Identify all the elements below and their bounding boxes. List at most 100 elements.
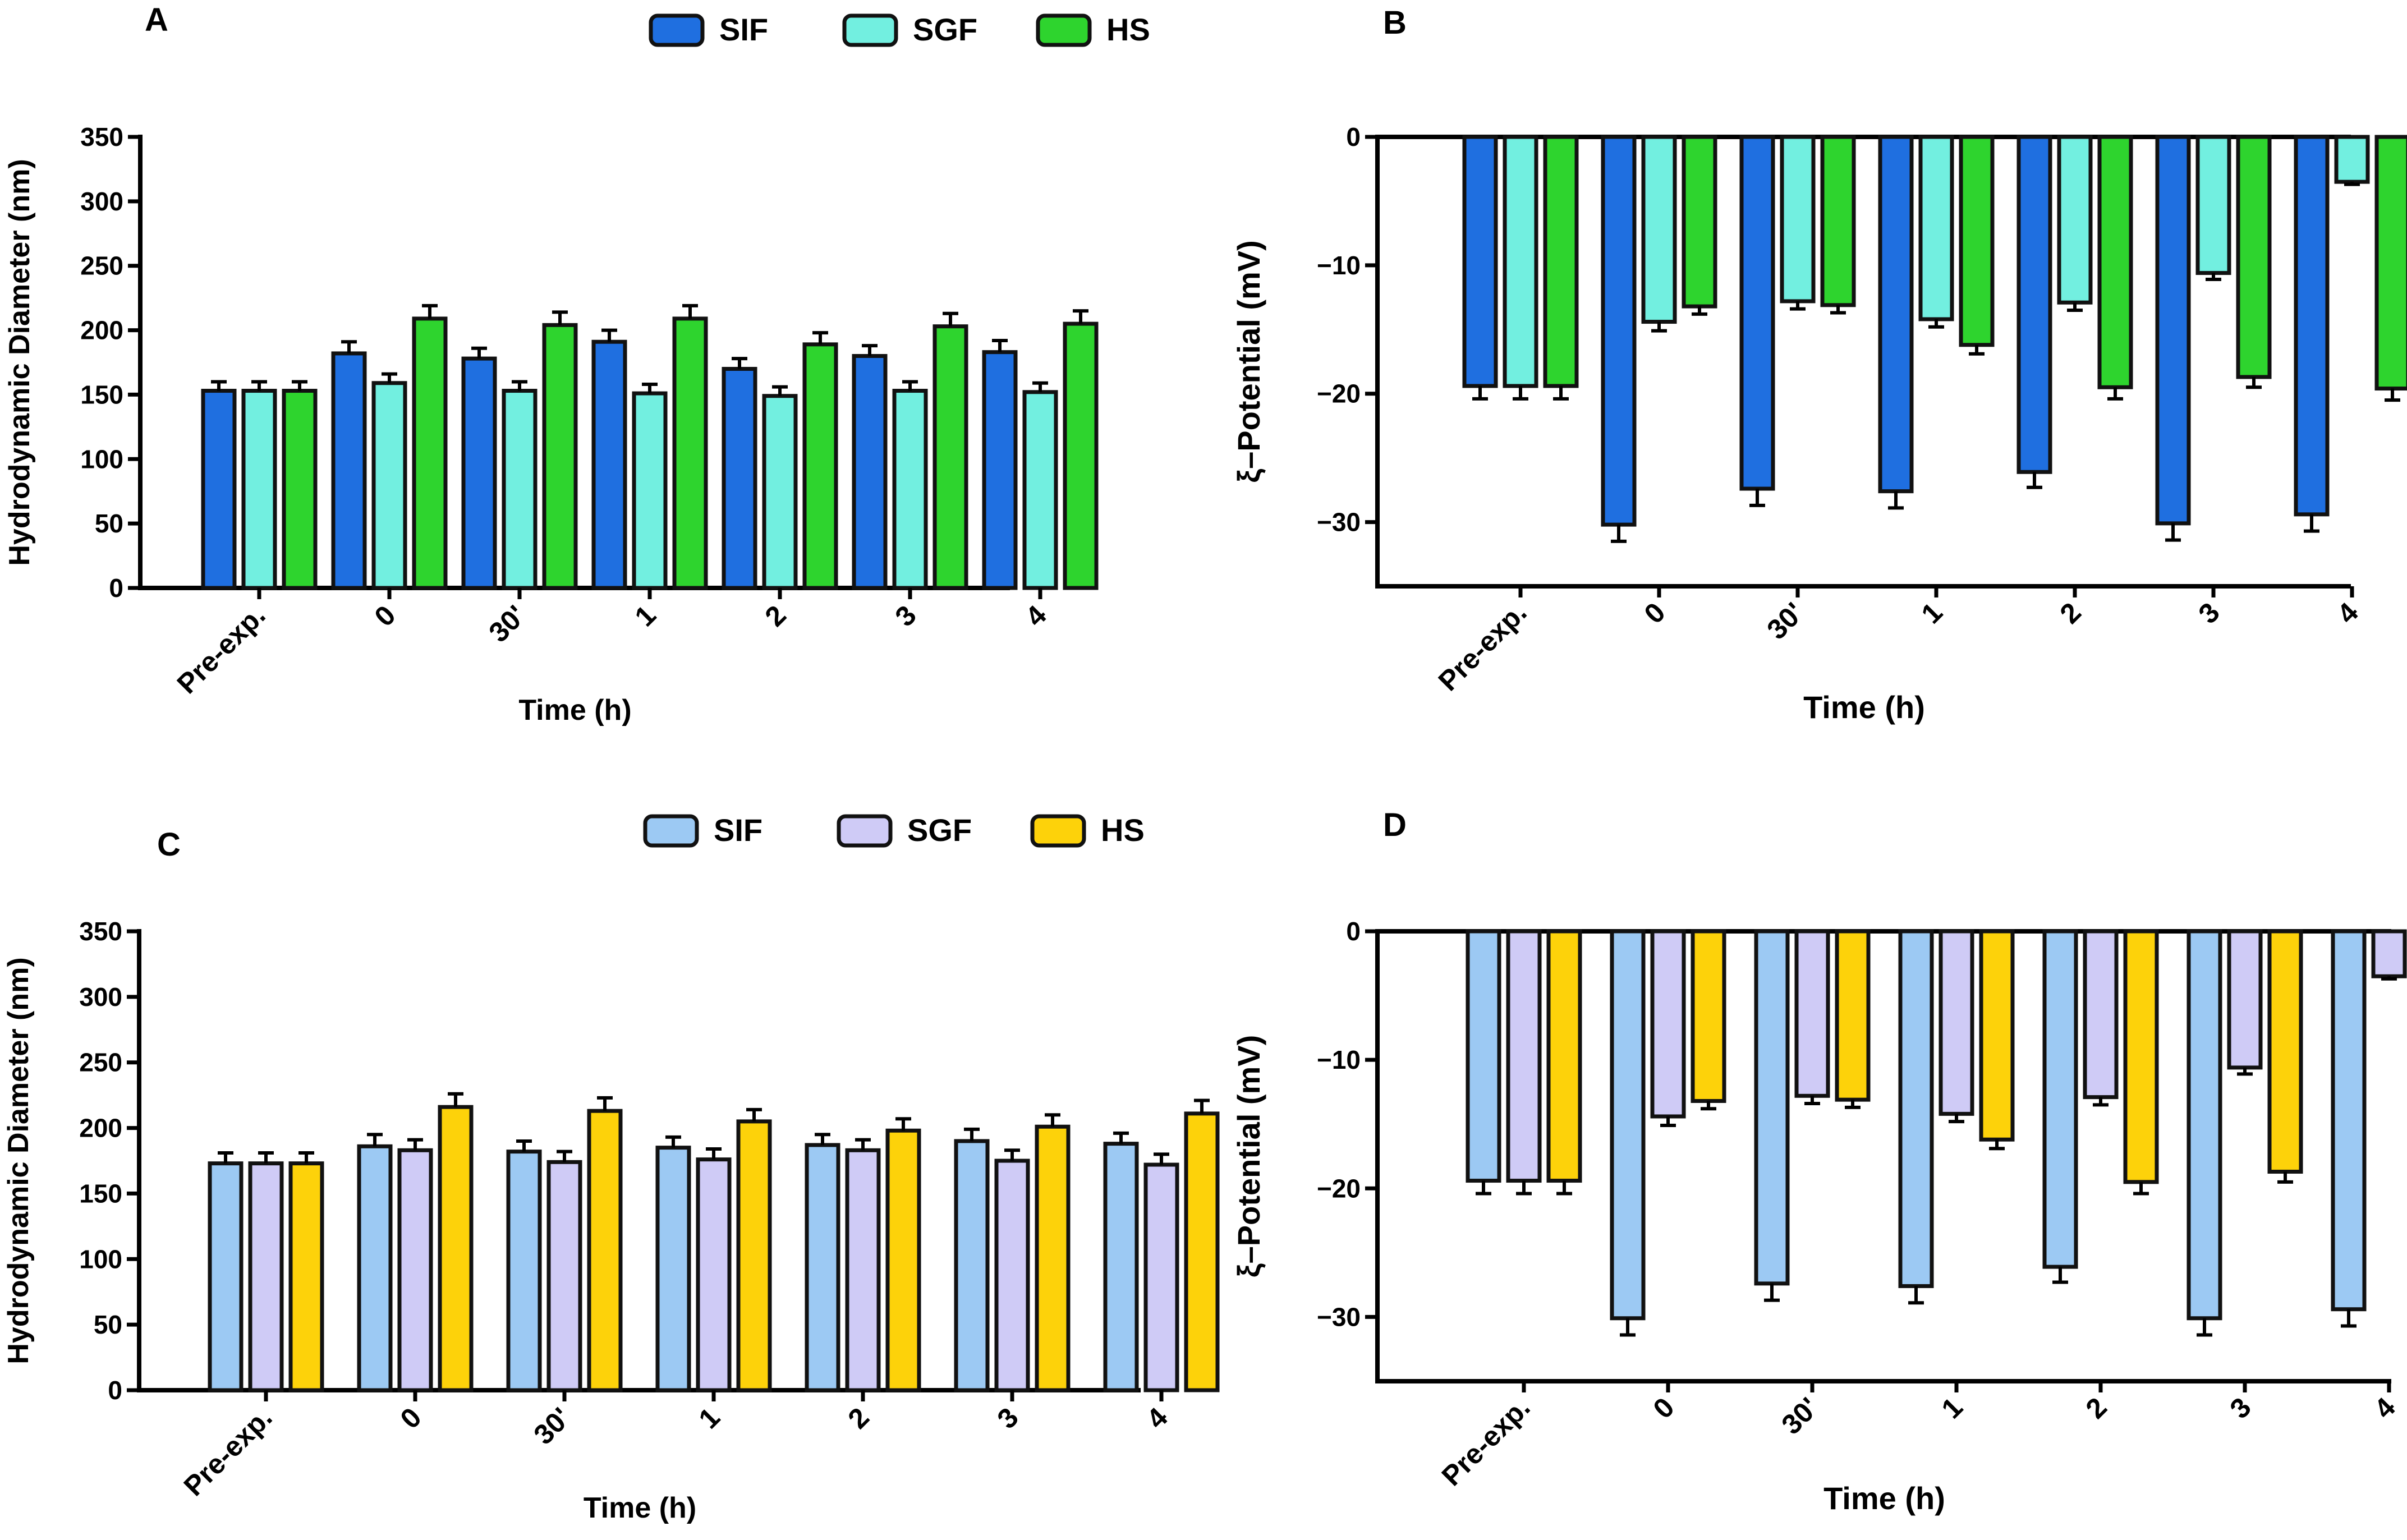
x-axis-label: Time (h) xyxy=(518,694,631,727)
bar xyxy=(2155,135,2191,526)
y-tick-label: 250 xyxy=(79,1048,122,1077)
bar xyxy=(2371,929,2407,978)
legend-label: SIF xyxy=(714,812,762,848)
legend-swatch xyxy=(1036,13,1092,47)
bar xyxy=(412,316,448,590)
bar xyxy=(2057,135,2093,305)
y-tick-label: 200 xyxy=(80,316,123,345)
y-tick-label: −10 xyxy=(1317,1045,1361,1074)
legend-swatch xyxy=(837,814,893,848)
bar xyxy=(1466,929,1501,1183)
bar xyxy=(2097,135,2133,389)
bar xyxy=(438,1105,474,1392)
bar xyxy=(994,1159,1030,1392)
bar xyxy=(632,391,668,590)
x-tick-label: 2 xyxy=(2054,596,2087,629)
panel-d: D 0 −10 −20 −30 ξ–Potential (mV) Pre-exp. 0 30'… xyxy=(1231,807,2407,1516)
x-tick-label: 0 xyxy=(369,599,402,632)
bar xyxy=(2334,135,2370,184)
bar xyxy=(371,381,407,590)
legend: SIF SGF HS xyxy=(649,12,1150,47)
x-tick-label: 4 xyxy=(2368,1391,2401,1424)
y-tick-label: 350 xyxy=(80,122,123,151)
y-tick-label: −20 xyxy=(1317,379,1361,408)
legend-label: SGF xyxy=(913,12,977,47)
bar xyxy=(2042,929,2078,1269)
bar xyxy=(2195,135,2231,275)
bar xyxy=(397,1148,433,1392)
bar xyxy=(1794,929,1830,1098)
x-tick-label: 1 xyxy=(693,1401,726,1435)
x-axis-label: Time (h) xyxy=(1823,1481,1945,1516)
x-tick-label: Pre-exp. xyxy=(1436,1391,1536,1492)
bar xyxy=(802,342,838,590)
bar xyxy=(1184,1111,1220,1392)
bar xyxy=(502,389,538,590)
x-tick-label: 2 xyxy=(2080,1391,2113,1424)
panel-letter: C xyxy=(157,826,181,863)
panel-letter: D xyxy=(1383,807,1407,843)
legend-swatch xyxy=(1030,814,1086,848)
y-tick-label: 50 xyxy=(95,509,123,538)
y-tick-label: 0 xyxy=(108,1376,122,1405)
bar xyxy=(805,1143,840,1392)
bar xyxy=(696,1157,732,1392)
bar xyxy=(1739,135,1775,491)
x-tick-label: 0 xyxy=(1647,1391,1680,1424)
x-tick-label: Pre-exp. xyxy=(1432,596,1533,697)
bar xyxy=(2083,929,2119,1100)
bar xyxy=(954,1139,990,1392)
x-tick-label: 30' xyxy=(483,599,531,648)
bar xyxy=(1546,929,1582,1183)
bar xyxy=(1835,929,1871,1102)
bar xyxy=(1979,929,2015,1142)
y-tick-label: 200 xyxy=(79,1114,122,1143)
x-tick-label: 1 xyxy=(629,599,662,632)
x-tick-label: 30' xyxy=(1761,596,1809,645)
bar xyxy=(736,1119,772,1392)
x-axis-label: Time (h) xyxy=(1803,689,1925,725)
x-tick-label: 30' xyxy=(1775,1391,1824,1440)
y-tick-label: −30 xyxy=(1317,508,1361,537)
bar xyxy=(1462,135,1498,388)
y-tick-label: 300 xyxy=(79,982,122,1012)
y-tick-label: 150 xyxy=(79,1179,122,1208)
bar xyxy=(1022,390,1058,590)
plot-area: 0 50 100 150 200 250 300 350 Hydrodynamic Diamet… xyxy=(2,917,1220,1524)
bar xyxy=(933,324,968,590)
panel-letter: B xyxy=(1383,4,1407,41)
bar xyxy=(1063,321,1099,590)
x-tick-label: 3 xyxy=(2193,596,2226,629)
bar xyxy=(208,1161,244,1392)
bar xyxy=(982,350,1018,590)
x-tick-label: 2 xyxy=(842,1401,875,1435)
bar xyxy=(546,1160,582,1392)
legend-label: HS xyxy=(1106,12,1150,47)
bar xyxy=(2227,929,2263,1070)
bar xyxy=(357,1144,393,1392)
bar xyxy=(2374,135,2407,391)
x-tick-label: 3 xyxy=(2224,1391,2257,1424)
panel-a: A SIF SGF HS 0 50 100 150 200 250 300 350 Hydrodyn… xyxy=(3,2,1150,727)
bar xyxy=(1918,135,1954,321)
y-tick-label: 0 xyxy=(109,573,123,603)
y-axis-label: ξ–Potential (mV) xyxy=(1231,240,1266,483)
y-axis-label: Hydrodynamic Diameter (nm) xyxy=(3,159,36,566)
y-tick-label: −30 xyxy=(1317,1302,1361,1331)
panel-b: B 0 −10 −20 −30 ξ–Potential (mV) Pre-exp. 0 30'… xyxy=(1231,4,2407,725)
bar xyxy=(1103,1142,1139,1392)
bar xyxy=(1035,1124,1071,1392)
plot-area: 0 −10 −20 −30 ξ–Potential (mV) Pre-exp. 0 30' 1 2… xyxy=(1231,917,2407,1516)
y-tick-label: 100 xyxy=(79,1244,122,1274)
panel-letter: A xyxy=(145,2,168,38)
x-tick-label: 4 xyxy=(1141,1401,1174,1435)
bar xyxy=(1543,135,1579,388)
bar xyxy=(1503,135,1538,388)
x-tick-label: 1 xyxy=(1936,1391,1969,1424)
legend-swatch xyxy=(842,13,898,47)
y-tick-label: 100 xyxy=(80,444,123,474)
y-tick-label: 250 xyxy=(80,251,123,281)
bar xyxy=(2267,929,2303,1174)
y-tick-label: 0 xyxy=(1346,917,1361,946)
